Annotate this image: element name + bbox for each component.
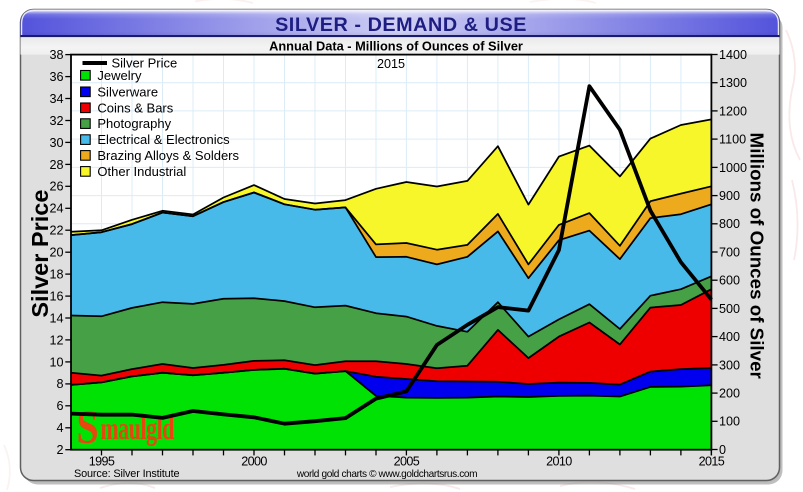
svg-text:2: 2 — [56, 443, 63, 457]
svg-text:Brazing Alloys & Solders: Brazing Alloys & Solders — [97, 148, 239, 163]
svg-text:world gold charts © www.goldch: world gold charts © www.goldchartsrus.co… — [296, 469, 477, 480]
svg-text:700: 700 — [719, 245, 740, 259]
svg-text:600: 600 — [719, 274, 740, 288]
svg-text:2015: 2015 — [377, 57, 405, 71]
svg-text:14: 14 — [49, 311, 63, 325]
svg-text:Photography: Photography — [97, 116, 171, 131]
svg-text:4: 4 — [56, 421, 63, 435]
svg-text:22: 22 — [49, 224, 63, 238]
svg-text:30: 30 — [49, 136, 63, 150]
svg-text:2015: 2015 — [699, 454, 725, 468]
svg-text:2010: 2010 — [546, 454, 572, 468]
svg-text:10: 10 — [49, 355, 63, 369]
svg-text:1100: 1100 — [719, 133, 746, 147]
svg-text:500: 500 — [719, 302, 740, 316]
svg-text:Annual Data - Millions of Ounc: Annual Data - Millions of Ounces of Silv… — [269, 39, 523, 54]
svg-text:18: 18 — [49, 268, 63, 282]
svg-text:2000: 2000 — [241, 454, 267, 468]
svg-text:38: 38 — [49, 48, 63, 62]
svg-text:900: 900 — [719, 189, 740, 203]
svg-text:36: 36 — [49, 70, 63, 84]
svg-text:Silver Price: Silver Price — [112, 56, 178, 71]
svg-text:1995: 1995 — [89, 454, 115, 468]
svg-text:100: 100 — [719, 415, 740, 429]
svg-text:Other Industrial: Other Industrial — [97, 164, 186, 179]
svg-text:26: 26 — [49, 180, 63, 194]
svg-text:24: 24 — [49, 202, 63, 216]
svg-text:6: 6 — [56, 399, 63, 413]
svg-text:12: 12 — [49, 333, 63, 347]
svg-text:32: 32 — [49, 114, 63, 128]
svg-text:Silver Price: Silver Price — [27, 190, 53, 318]
svg-text:0: 0 — [719, 443, 726, 457]
svg-text:400: 400 — [719, 330, 740, 344]
svg-text:8: 8 — [56, 377, 63, 391]
svg-text:S: S — [77, 402, 99, 454]
svg-text:28: 28 — [49, 158, 63, 172]
svg-text:1300: 1300 — [719, 76, 747, 90]
svg-text:200: 200 — [719, 387, 740, 401]
svg-text:800: 800 — [719, 217, 740, 231]
svg-text:Silverware: Silverware — [97, 84, 158, 99]
svg-text:SILVER - DEMAND & USE: SILVER - DEMAND & USE — [275, 14, 527, 36]
svg-text:1400: 1400 — [719, 48, 747, 62]
svg-text:Coins & Bars: Coins & Bars — [97, 100, 173, 115]
svg-text:16: 16 — [49, 289, 63, 303]
svg-text:34: 34 — [49, 92, 63, 106]
svg-text:300: 300 — [719, 358, 740, 372]
svg-text:2005: 2005 — [394, 454, 420, 468]
svg-text:Jewelry: Jewelry — [97, 68, 142, 83]
svg-text:Electrical & Electronics: Electrical & Electronics — [97, 132, 230, 147]
svg-text:Source: Silver Institute: Source: Silver Institute — [74, 468, 179, 480]
svg-text:Millions of Ounces of Silver: Millions of Ounces of Silver — [747, 133, 768, 380]
svg-text:20: 20 — [49, 246, 63, 260]
svg-text:1200: 1200 — [719, 104, 747, 118]
svg-text:1000: 1000 — [719, 161, 747, 175]
